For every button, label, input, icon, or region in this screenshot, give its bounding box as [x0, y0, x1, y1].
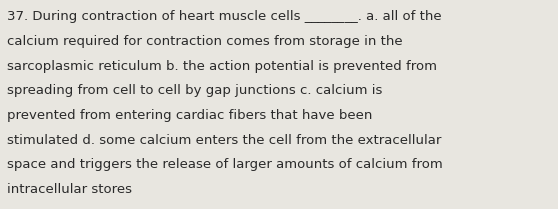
Text: prevented from entering cardiac fibers that have been: prevented from entering cardiac fibers t…: [7, 109, 372, 122]
Text: spreading from cell to cell by gap junctions c. calcium is: spreading from cell to cell by gap junct…: [7, 84, 382, 97]
Text: sarcoplasmic reticulum b. the action potential is prevented from: sarcoplasmic reticulum b. the action pot…: [7, 60, 437, 73]
Text: space and triggers the release of larger amounts of calcium from: space and triggers the release of larger…: [7, 158, 442, 171]
Text: calcium required for contraction comes from storage in the: calcium required for contraction comes f…: [7, 35, 402, 48]
Text: 37. During contraction of heart muscle cells ________. a. all of the: 37. During contraction of heart muscle c…: [7, 10, 441, 23]
Text: intracellular stores: intracellular stores: [7, 183, 132, 196]
Text: stimulated d. some calcium enters the cell from the extracellular: stimulated d. some calcium enters the ce…: [7, 134, 441, 147]
